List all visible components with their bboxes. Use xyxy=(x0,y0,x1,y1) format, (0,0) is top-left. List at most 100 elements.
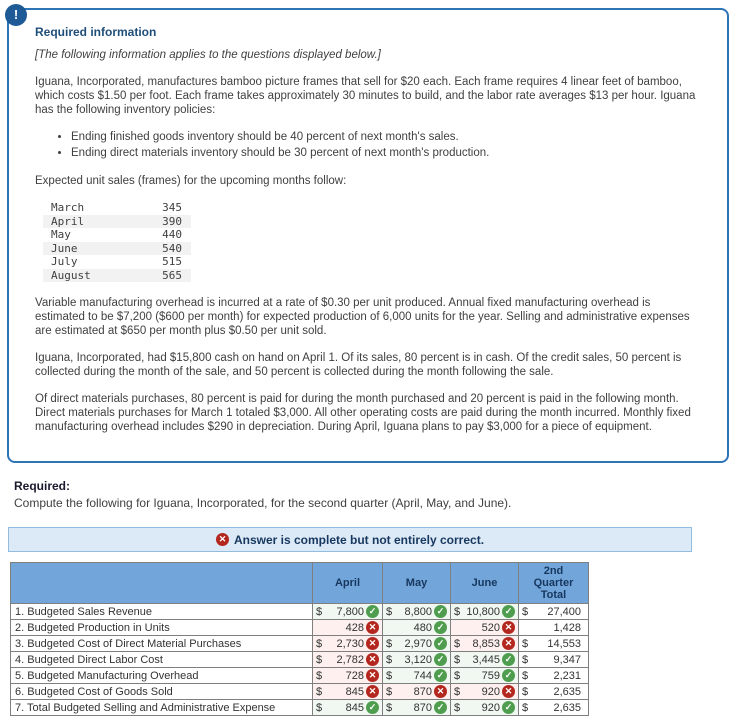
correct-icon: ✓ xyxy=(502,701,515,714)
unit-sales-units: 565 xyxy=(162,268,182,282)
answer-cell[interactable]: $845 ✓ xyxy=(312,699,383,716)
answer-cell[interactable]: $744 ✓ xyxy=(382,667,451,684)
currency-symbol: $ xyxy=(386,605,393,618)
correct-icon: ✓ xyxy=(434,621,447,634)
correct-icon: ✓ xyxy=(502,653,515,666)
currency-symbol: $ xyxy=(386,669,393,682)
answer-cell[interactable]: $2,782 ✕ xyxy=(312,651,383,668)
unit-sales-units: 440 xyxy=(162,228,182,241)
answer-cell-content: $870 ✕ xyxy=(383,684,450,699)
incorrect-icon: ✕ xyxy=(215,533,229,546)
currency-symbol: $ xyxy=(386,701,393,714)
answer-cell-content: $2,970 ✓ xyxy=(383,636,450,651)
answer-cell[interactable]: $2,730 ✕ xyxy=(312,635,383,652)
unit-sales-units: 390 xyxy=(162,214,182,228)
currency-symbol: $ xyxy=(454,605,461,618)
answer-cell[interactable]: $870 ✓ xyxy=(382,699,451,716)
table-row: 3. Budgeted Cost of Direct Material Purc… xyxy=(10,635,589,652)
total-cell: $27,400 xyxy=(518,603,589,620)
total-cell-content: $9,347 xyxy=(519,653,588,667)
answer-cell[interactable]: $10,800 ✓ xyxy=(450,603,519,620)
answer-cell[interactable]: $7,800 ✓ xyxy=(312,603,383,620)
currency-symbol: $ xyxy=(316,685,323,698)
answer-cell[interactable]: $728 ✕ xyxy=(312,667,383,684)
cell-value: 10,800 xyxy=(466,605,500,618)
total-cell: $9,347 xyxy=(518,651,589,668)
currency-symbol: $ xyxy=(522,605,529,618)
cell-value: 7,800 xyxy=(336,605,364,618)
answer-cell[interactable]: $2,970 ✓ xyxy=(382,635,451,652)
currency-symbol: $ xyxy=(316,605,323,618)
paragraph-overhead: Variable manufacturing overhead is incur… xyxy=(35,297,690,337)
correct-icon: ✓ xyxy=(434,701,447,714)
correct-icon: ✓ xyxy=(366,701,379,714)
unit-sales-month: March xyxy=(51,201,85,214)
correct-icon: ✓ xyxy=(502,669,515,682)
unit-sales-units: 515 xyxy=(162,255,182,268)
answer-cell[interactable]: $870 ✕ xyxy=(382,683,451,700)
currency-symbol: $ xyxy=(522,637,529,650)
unit-sales-month: May xyxy=(51,228,71,241)
answer-cell[interactable]: $3,445 ✓ xyxy=(450,651,519,668)
incorrect-icon: ✕ xyxy=(366,685,379,698)
answer-cell-content: $2,782 ✕ xyxy=(313,652,382,667)
incorrect-icon: ✕ xyxy=(502,637,515,650)
answer-cell[interactable]: $8,800 ✓ xyxy=(382,603,451,620)
cell-value: 8,800 xyxy=(404,605,432,618)
cell-value: 870 xyxy=(413,685,432,698)
unit-sales-month: June xyxy=(51,241,78,255)
table-row: 1. Budgeted Sales Revenue $7,800 ✓ $8,800 ✓ $… xyxy=(10,603,589,620)
total-cell-content: 1,428 xyxy=(519,621,588,635)
unit-sales-units: 540 xyxy=(162,241,182,255)
answer-cell-content: 428 ✕ xyxy=(313,620,382,635)
correct-icon: ✓ xyxy=(434,653,447,666)
row-label: 7. Total Budgeted Selling and Administra… xyxy=(10,699,313,716)
unit-sales-row: May 440 xyxy=(43,228,191,242)
currency-symbol: $ xyxy=(316,653,323,666)
unit-sales-row: April 390 xyxy=(43,214,191,228)
answer-cell[interactable]: $920 ✓ xyxy=(450,699,519,716)
unit-sales-month: April xyxy=(51,214,85,228)
cell-value: 920 xyxy=(481,701,500,714)
answer-cell-content: $845 ✓ xyxy=(313,700,382,715)
answer-cell-content: 480 ✓ xyxy=(383,620,450,635)
answer-cell[interactable]: $845 ✕ xyxy=(312,683,383,700)
currency-symbol: $ xyxy=(454,653,461,666)
banner-text: Answer is complete but not entirely corr… xyxy=(233,532,485,547)
answer-cell[interactable]: $920 ✕ xyxy=(450,683,519,700)
currency-symbol: $ xyxy=(316,637,323,650)
unit-sales-table: March 345 April 390 May 440 June 540 July 515 Augu… xyxy=(43,201,191,282)
total-cell: 1,428 xyxy=(518,619,589,636)
required-instruction: Compute the following for Iguana, Incorp… xyxy=(14,496,512,510)
panel-heading: Required information xyxy=(35,25,157,39)
answer-cell[interactable]: $8,853 ✕ xyxy=(450,635,519,652)
row-label: 2. Budgeted Production in Units xyxy=(10,619,313,636)
currency-symbol: $ xyxy=(386,637,393,650)
answer-cell[interactable]: 428 ✕ xyxy=(312,619,383,636)
total-cell-content: $14,553 xyxy=(519,637,588,651)
answer-cell[interactable]: 480 ✓ xyxy=(382,619,451,636)
col-header-june: June xyxy=(450,562,519,604)
currency-symbol: $ xyxy=(454,669,461,682)
cell-value: 2,730 xyxy=(336,637,364,650)
table-row: 7. Total Budgeted Selling and Administra… xyxy=(10,699,589,716)
cell-value: 27,400 xyxy=(547,605,581,618)
answer-cell[interactable]: 520 ✕ xyxy=(450,619,519,636)
total-cell: $14,553 xyxy=(518,635,589,652)
answer-cell[interactable]: $759 ✓ xyxy=(450,667,519,684)
correct-icon: ✓ xyxy=(366,605,379,618)
answer-cell[interactable]: $3,120 ✓ xyxy=(382,651,451,668)
answer-cell-content: $744 ✓ xyxy=(383,668,450,683)
cell-value: 2,231 xyxy=(553,669,581,682)
answer-cell-content: $7,800 ✓ xyxy=(313,604,382,619)
unit-sales-month: July xyxy=(51,255,78,268)
policy-item-finished-goods: Ending finished goods inventory should b… xyxy=(71,130,701,145)
paragraph-cash: Iguana, Incorporated, had $15,800 cash o… xyxy=(35,352,682,378)
header-row: April May June 2nd Quarter Total xyxy=(10,562,589,604)
correct-icon: ✓ xyxy=(434,637,447,650)
answer-cell-content: $8,853 ✕ xyxy=(451,636,518,651)
cell-value: 428 xyxy=(345,621,364,634)
cell-value: 2,635 xyxy=(553,685,581,698)
sales-intro: Expected unit sales (frames) for the upc… xyxy=(35,175,347,187)
total-cell: $2,635 xyxy=(518,699,589,716)
